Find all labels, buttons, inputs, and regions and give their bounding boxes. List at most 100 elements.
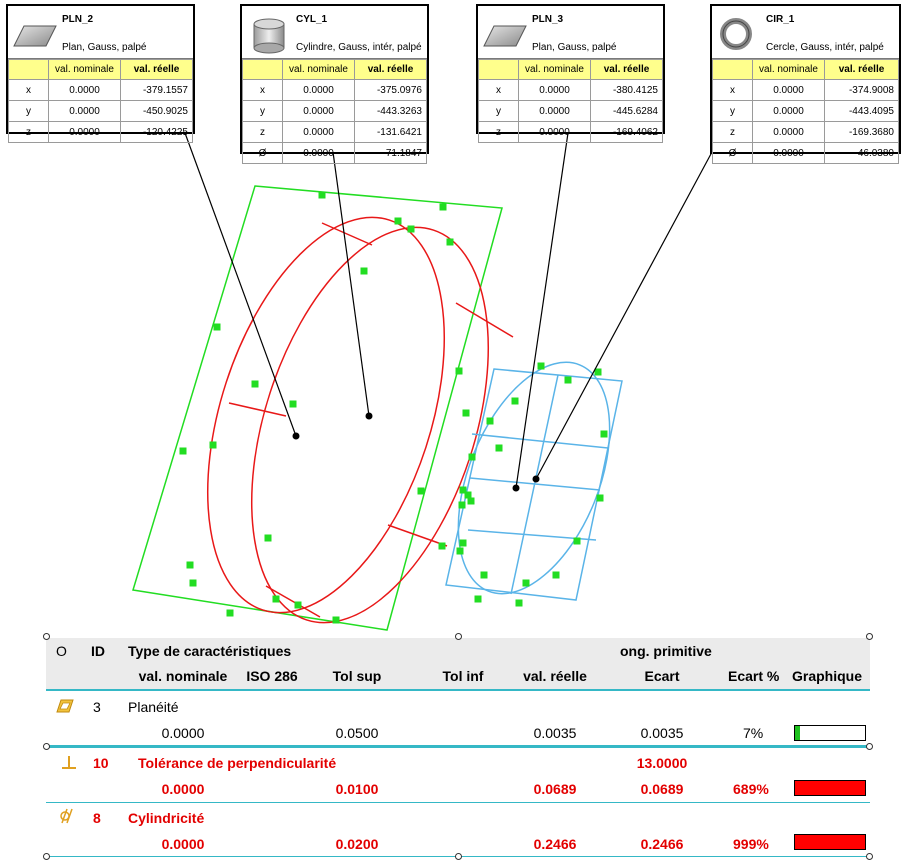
label-row: x 0.0000 -374.9008 bbox=[712, 79, 899, 101]
probe-point bbox=[264, 534, 272, 542]
feature-description: Plan, Gauss, palpé bbox=[532, 42, 617, 53]
row-ecart-pct: 999% bbox=[733, 835, 769, 852]
probe-point bbox=[186, 561, 194, 569]
deviation-bar-fill bbox=[795, 835, 865, 849]
probe-point bbox=[573, 537, 581, 545]
label-row: y 0.0000 -443.3263 bbox=[242, 100, 427, 122]
row-actual: 0.0035 bbox=[533, 724, 577, 741]
label-row: x 0.0000 -375.0976 bbox=[242, 79, 427, 101]
nominal-value: 0.0000 bbox=[282, 79, 355, 101]
inspection-report: O ID Type de caractéristiques ong. primi… bbox=[46, 636, 870, 858]
resize-handle[interactable] bbox=[866, 853, 873, 860]
resize-handle[interactable] bbox=[43, 633, 50, 640]
row-actual: 0.2466 bbox=[533, 835, 577, 852]
perpendicularity-icon bbox=[62, 756, 76, 769]
feature-name: PLN_2 bbox=[62, 14, 94, 25]
probe-point bbox=[318, 191, 326, 199]
leader-lines bbox=[184, 132, 713, 489]
report-row-10[interactable]: 10 Tolérance de perpendicularité 13.0000 bbox=[46, 750, 870, 775]
probe-point bbox=[594, 368, 602, 376]
row-actual: 0.0689 bbox=[533, 780, 577, 797]
axis-key: y bbox=[478, 100, 519, 122]
axis-key: z bbox=[242, 121, 283, 143]
col-o: O bbox=[56, 642, 67, 659]
nominal-value: 0.0000 bbox=[752, 79, 825, 101]
nominal-value: 0.0000 bbox=[752, 121, 825, 143]
row-ecart: 0.0035 bbox=[640, 724, 684, 741]
row-id: 8 bbox=[93, 809, 101, 826]
row-ecart: 0.2466 bbox=[640, 835, 684, 852]
actual-value: -443.4095 bbox=[824, 100, 899, 122]
report-row-8[interactable]: 8 Cylindricité bbox=[46, 805, 870, 830]
plane-icon bbox=[483, 25, 527, 47]
row-ecart-pct: 7% bbox=[743, 724, 764, 741]
resize-handle[interactable] bbox=[455, 633, 462, 640]
nominal-value: 0.0000 bbox=[48, 100, 121, 122]
resize-handle[interactable] bbox=[43, 743, 50, 750]
header-key bbox=[242, 59, 283, 80]
label-pln3[interactable]: PLN_3 Plan, Gauss, palpé val. nominale val.… bbox=[476, 4, 665, 143]
label-pln2[interactable]: PLN_2 Plan, Gauss, palpé val. nominale val.… bbox=[6, 4, 195, 143]
probe-point bbox=[455, 367, 463, 375]
axis-key: Ø bbox=[242, 142, 283, 164]
probe-point bbox=[394, 217, 402, 225]
probe-point bbox=[272, 595, 280, 603]
resize-handle[interactable] bbox=[866, 743, 873, 750]
label-cir1[interactable]: CIR_1 Cercle, Gauss, intér, palpé val. nom… bbox=[710, 4, 901, 164]
probe-point bbox=[407, 225, 415, 233]
resize-handle[interactable] bbox=[866, 633, 873, 640]
axis-key: z bbox=[712, 121, 753, 143]
label-cyl1[interactable]: CYL_1 Cylindre, Gauss, intér, palpé val. n… bbox=[240, 4, 429, 164]
probe-point bbox=[474, 595, 482, 603]
probe-point bbox=[360, 267, 368, 275]
feature-name: CIR_1 bbox=[766, 14, 795, 25]
row-id: 3 bbox=[93, 698, 101, 715]
resize-handle[interactable] bbox=[43, 853, 50, 860]
plane-icon bbox=[13, 25, 57, 47]
actual-value: -445.6284 bbox=[590, 100, 663, 122]
row-tolsup: 0.0200 bbox=[335, 835, 379, 852]
label-header: CYL_1 Cylindre, Gauss, intér, palpé bbox=[242, 6, 427, 59]
report-row-3[interactable]: 3 Planéité bbox=[46, 694, 870, 719]
actual-value: 71.1847 bbox=[354, 142, 427, 164]
probe-point bbox=[511, 397, 519, 405]
flatness-icon bbox=[56, 699, 74, 713]
actual-value: -169.4062 bbox=[590, 121, 663, 143]
nominal-value: 0.0000 bbox=[518, 100, 591, 122]
actual-value: -375.0976 bbox=[354, 79, 427, 101]
plane-pln2-outline[interactable] bbox=[132, 185, 503, 631]
cylindricity-icon bbox=[60, 808, 73, 824]
label-table: val. nominale val. réelle x 0.0000 -380.4125… bbox=[478, 59, 663, 143]
cylinder-cyl1[interactable] bbox=[163, 188, 533, 640]
row-type: Planéité bbox=[128, 698, 179, 715]
label-row: z 0.0000 -131.6421 bbox=[242, 121, 427, 143]
report-row-8-values: 0.0000 0.0200 0.2466 0.2466 999% bbox=[46, 831, 870, 856]
row-ecart: 0.0689 bbox=[640, 780, 684, 797]
axis-key: y bbox=[242, 100, 283, 122]
probe-point bbox=[446, 238, 454, 246]
nominal-value: 0.0000 bbox=[518, 121, 591, 143]
label-header: PLN_2 Plan, Gauss, palpé bbox=[8, 6, 193, 59]
probe-point bbox=[289, 400, 297, 408]
probe-point bbox=[459, 539, 467, 547]
header-actual: val. réelle bbox=[354, 59, 427, 80]
col-nominal: val. nominale bbox=[138, 668, 228, 684]
deviation-bar bbox=[794, 834, 866, 850]
header-actual: val. réelle bbox=[590, 59, 663, 80]
header-key bbox=[8, 59, 49, 80]
deviation-bar-fill bbox=[795, 781, 865, 795]
leader-anchors bbox=[292, 412, 540, 492]
cad-viewport[interactable] bbox=[0, 0, 909, 640]
header-nominal: val. nominale bbox=[752, 59, 825, 80]
row-separator bbox=[46, 802, 870, 803]
feature-description: Cylindre, Gauss, intér, palpé bbox=[296, 42, 422, 53]
feature-description: Cercle, Gauss, intér, palpé bbox=[766, 42, 884, 53]
resize-handle[interactable] bbox=[455, 853, 462, 860]
col-iso: ISO 286 bbox=[246, 668, 298, 684]
label-row: z 0.0000 -169.4062 bbox=[478, 121, 663, 143]
header-nominal: val. nominale bbox=[48, 59, 121, 80]
actual-value: -380.4125 bbox=[590, 79, 663, 101]
probe-points bbox=[179, 191, 608, 624]
row-tolsup: 0.0500 bbox=[335, 724, 379, 741]
probe-point bbox=[438, 542, 446, 550]
